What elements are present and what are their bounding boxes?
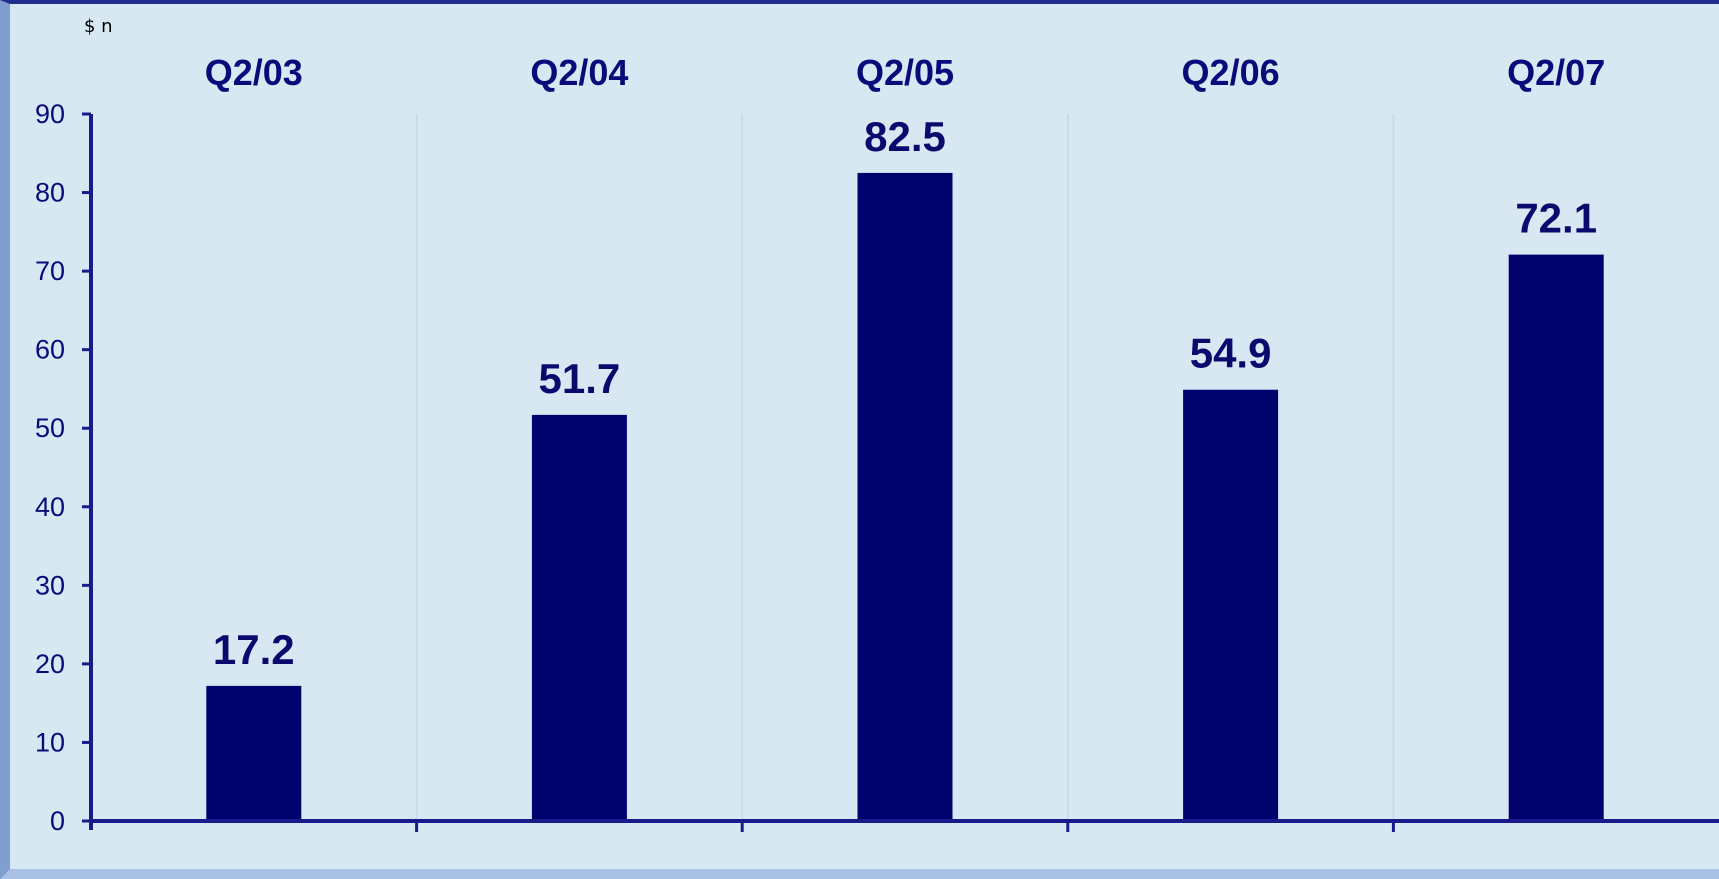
data-label: 82.5 xyxy=(864,113,946,160)
category-label: Q2/05 xyxy=(856,52,954,93)
category-label: Q2/06 xyxy=(1182,52,1280,93)
y-tick-label: 30 xyxy=(35,570,65,600)
y-tick-label: 90 xyxy=(35,99,65,129)
bar-Q2-04 xyxy=(531,414,627,821)
unit-label: $ n xyxy=(84,16,113,37)
y-tick-label: 70 xyxy=(35,256,65,286)
y-tick-label: 60 xyxy=(35,335,65,365)
y-tick-label: 40 xyxy=(35,492,65,522)
bar-Q2-07 xyxy=(1508,254,1604,821)
grid-layer xyxy=(415,114,1395,821)
y-tick-label: 80 xyxy=(35,178,65,208)
data-label: 72.1 xyxy=(1515,195,1597,242)
bar-Q2-03 xyxy=(206,685,302,821)
labels-layer: 0 10 20 30 40 50 60 70 80 90 Q2/03 Q2/04 Q2/05 Q2/06 Q… xyxy=(35,52,1605,836)
y-tick-label: 50 xyxy=(35,413,65,443)
data-label: 51.7 xyxy=(539,355,621,402)
y-tick-label: 10 xyxy=(35,727,65,757)
bars-layer xyxy=(206,172,1604,821)
category-label: Q2/03 xyxy=(205,52,303,93)
bar-Q2-06 xyxy=(1183,389,1279,821)
y-tick-label: 0 xyxy=(50,806,65,836)
y-tick-label: 20 xyxy=(35,649,65,679)
category-label: Q2/07 xyxy=(1507,52,1605,93)
data-label: 17.2 xyxy=(213,626,295,673)
category-label: Q2/04 xyxy=(530,52,628,93)
axes-layer xyxy=(82,112,1719,832)
bar-Q2-05 xyxy=(857,172,953,821)
data-label: 54.9 xyxy=(1190,330,1272,377)
